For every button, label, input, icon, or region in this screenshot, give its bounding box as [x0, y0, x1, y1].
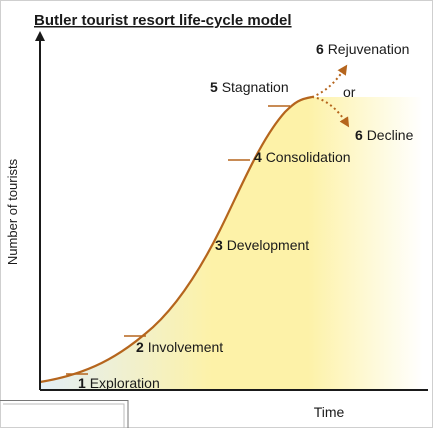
stage-label-rejuvenation: 6 Rejuvenation	[316, 41, 409, 57]
stage-label-development: 3 Development	[215, 237, 309, 253]
panel-edge	[0, 400, 129, 428]
stage-label-exploration: 1 Exploration	[78, 375, 160, 391]
stage-ticks	[66, 105, 290, 375]
branch-or-label: or	[343, 84, 356, 100]
rejuvenation-branch	[311, 64, 348, 98]
area-under-curve	[40, 97, 423, 390]
lifecycle-curve	[39, 95, 313, 384]
stage-label-stagnation: 5 Stagnation	[210, 79, 289, 95]
x-axis-label: Time	[314, 404, 345, 420]
panel-edge-inner	[3, 403, 125, 428]
stage-label-decline: 6 Decline	[355, 127, 414, 143]
diagram-title: Butler tourist resort life-cycle model	[34, 12, 292, 29]
stage-label-involvement: 2 Involvement	[136, 339, 223, 355]
stage-label-consolidation: 4 Consolidation	[254, 149, 351, 165]
y-axis-label: Number of tourists	[5, 158, 20, 265]
decline-branch	[311, 96, 350, 128]
